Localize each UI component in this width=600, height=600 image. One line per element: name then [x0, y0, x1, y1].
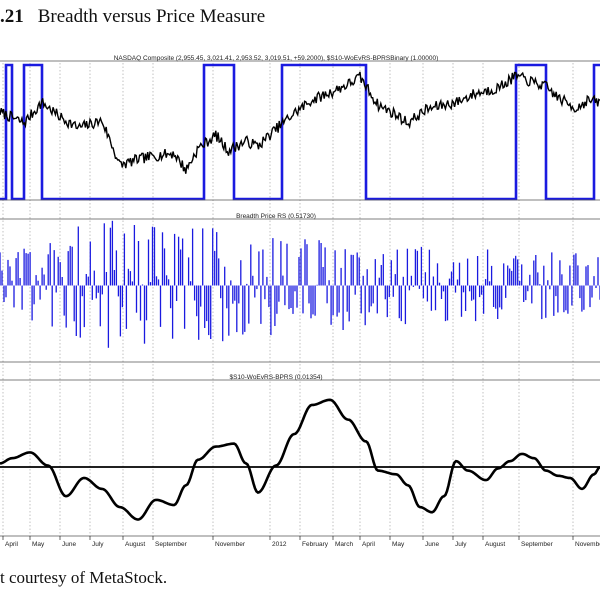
- x-tick-label: June: [62, 541, 76, 548]
- figure-caption: t courtesy of MetaStock.: [0, 568, 168, 587]
- oscillator-series-line: [0, 398, 600, 521]
- x-tick-label: March: [335, 541, 353, 548]
- figure-number: .21: [0, 6, 24, 27]
- chart-area: NASDAQ Composite (2,955.45, 3,021.41, 2,…: [0, 55, 600, 548]
- x-tick-label: April: [5, 541, 19, 548]
- binary-series-line: [0, 63, 600, 201]
- x-tick-label: August: [485, 541, 505, 548]
- price-panel-title: NASDAQ Composite (2,955.45, 3,021.41, 2,…: [114, 55, 439, 62]
- x-tick-label: August: [125, 541, 145, 548]
- figure-title: .21 Breadth versus Price Measure: [0, 6, 265, 28]
- x-tick-label: July: [455, 541, 467, 548]
- x-tick-label: June: [425, 541, 439, 548]
- vertical-gridlines: [2, 63, 574, 536]
- x-tick-label: May: [392, 541, 405, 548]
- panel-frames: [0, 60, 600, 537]
- price-panel: NASDAQ Composite (2,955.45, 3,021.41, 2,…: [0, 55, 600, 201]
- x-tick-label: September: [155, 541, 188, 548]
- x-tick-label: February: [302, 541, 329, 548]
- oscillator-panel: $S10-WoEvRS-BPRS (0.01354): [0, 374, 600, 521]
- x-tick-label: September: [521, 541, 554, 548]
- figure-title-text: Breadth versus Price Measure: [37, 6, 266, 27]
- x-tick-label: 2012: [272, 541, 287, 548]
- x-axis: April May June July August September November 2…: [2, 536, 600, 548]
- x-tick-label: November: [215, 541, 246, 548]
- x-tick-label: November: [575, 541, 600, 548]
- breadth-panel-title: Breadth Price RS (0.51730): [236, 213, 316, 220]
- oscillator-panel-title: $S10-WoEvRS-BPRS (0.01354): [229, 374, 322, 381]
- breadth-bars: [0, 220, 600, 348]
- x-tick-label: April: [362, 541, 376, 548]
- price-series-line: [0, 71, 600, 174]
- x-tick-label: July: [92, 541, 104, 548]
- breadth-panel: Breadth Price RS (0.51730): [0, 213, 600, 348]
- x-tick-label: May: [32, 541, 45, 548]
